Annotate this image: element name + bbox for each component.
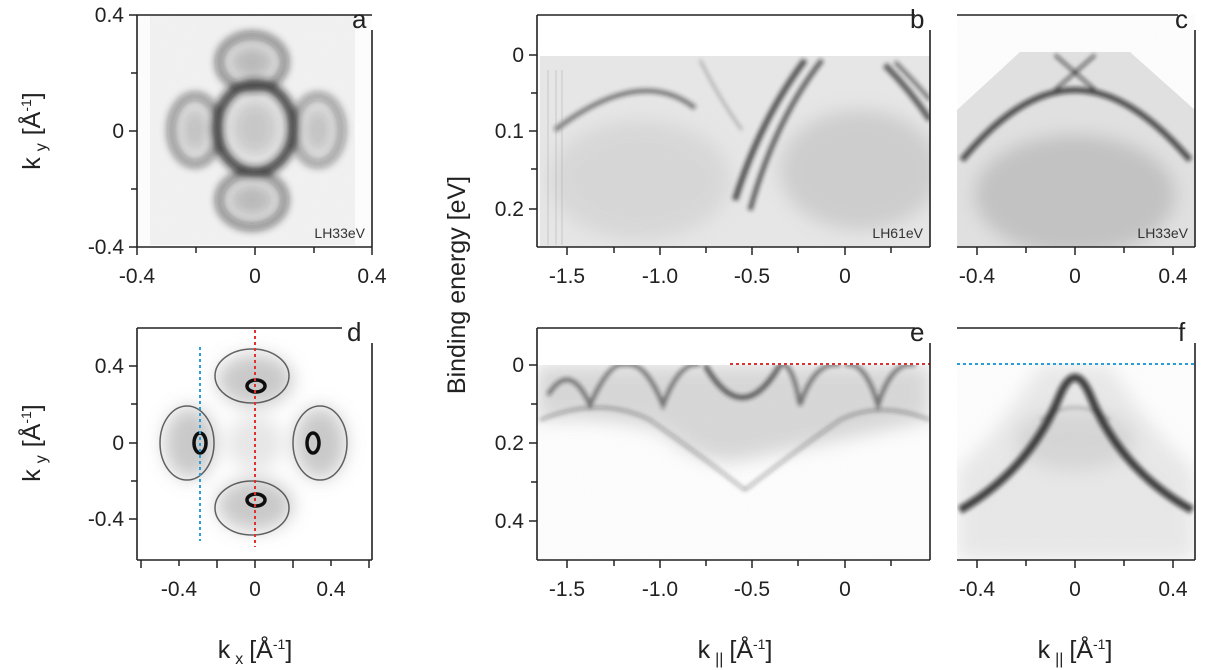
panel-e-ytick-2: 0.2: [495, 432, 524, 455]
panel-c-inset-label: LH33eV: [1137, 225, 1188, 241]
panel-a-ytick-1: 0.4: [95, 4, 125, 27]
panel-e-xtick-1: -1.5: [549, 578, 585, 601]
panel-c-image: [957, 15, 1195, 247]
bottom-kpar-label-right: k || [Å-1]: [1038, 634, 1113, 668]
panel-d-ytick-2: 0: [112, 432, 124, 455]
panel-e-xtick-2: -1.0: [642, 578, 678, 601]
panel-a-xtick-3: 0.4: [357, 265, 387, 288]
panel-b-xtick-3: -0.5: [734, 265, 770, 288]
panel-f-ticks: [976, 560, 1174, 568]
panel-d-image: [159, 330, 348, 547]
panel-c: -0.4 0 0.4 c LH33eV: [957, 4, 1196, 288]
panel-b-ytick-2: 0.1: [495, 120, 524, 143]
panel-a-ytick-3: -0.4: [88, 236, 125, 259]
panel-e-xtick-4: 0: [839, 578, 851, 601]
panel-e-ticks: [529, 364, 892, 568]
panel-f-xtick-1: -0.4: [959, 578, 996, 601]
panel-a-xtick-2: 0: [249, 265, 261, 288]
panel-d-ytick-1: 0.4: [95, 355, 125, 378]
panel-c-letter: c: [1175, 4, 1188, 34]
panel-c-xtick-2: 0: [1069, 265, 1081, 288]
panel-c-xtick-1: -0.4: [959, 265, 996, 288]
panel-b-ytick-1: 0: [512, 44, 524, 67]
bottom-kpar-label-middle: k || [Å-1]: [698, 634, 773, 668]
panel-e-ytick-1: 0: [512, 354, 524, 377]
bottom-kx-label: k x [Å-1]: [218, 634, 293, 668]
panel-a-ylabel: ky[Å-1]: [16, 92, 50, 170]
panel-e-xtick-3: -0.5: [734, 578, 770, 601]
panel-f-xtick-3: 0.4: [1158, 578, 1188, 601]
panel-b-xtick-1: -1.5: [549, 265, 585, 288]
panel-e: -1.5 -1.0 -0.5 0 0 0.2 0.4 e: [495, 317, 931, 601]
panel-a-ticks: [129, 14, 373, 255]
panel-c-ticks: [976, 247, 1174, 255]
panel-b-image: [537, 15, 930, 247]
panel-a-letter: a: [352, 4, 367, 34]
panel-a-image: [137, 15, 372, 247]
panel-d-ylabel: ky[Å-1]: [16, 404, 50, 482]
panel-a-xtick-1: -0.4: [119, 265, 156, 288]
panel-d-xtick-2: 0: [249, 578, 261, 601]
panel-b-ticks: [529, 54, 892, 255]
panel-e-image: [537, 328, 930, 560]
panel-e-ytick-3: 0.4: [495, 510, 525, 533]
shared-binding-energy-label: Binding energy [eV]: [443, 176, 471, 394]
panel-f-letter: f: [1178, 317, 1186, 347]
panel-e-letter: e: [910, 317, 924, 347]
panel-b-inset-label: LH61eV: [872, 225, 923, 241]
panel-b: -1.5 -1.0 -0.5 0 0 0.1 0.2 b LH61eV: [495, 4, 931, 288]
panel-c-xtick-3: 0.4: [1158, 265, 1188, 288]
panel-a-inset-label: LH33eV: [314, 225, 365, 241]
panel-b-letter: b: [910, 4, 924, 34]
panel-d-ticks: [129, 365, 370, 568]
panel-d-xtick-1: -0.4: [161, 578, 198, 601]
panel-b-xtick-2: -1.0: [642, 265, 678, 288]
panel-f: -0.4 0 0.4 f: [957, 317, 1196, 601]
panel-d: -0.4 0 0.4 0.4 0 -0.4 d ky[Å-1]: [16, 317, 373, 601]
panel-b-ytick-3: 0.2: [495, 198, 524, 221]
panel-f-image: [957, 328, 1195, 560]
panel-f-xtick-2: 0: [1069, 578, 1081, 601]
panel-b-xtick-4: 0: [839, 265, 851, 288]
panel-d-ytick-3: -0.4: [88, 508, 125, 531]
panel-a: -0.4 0 0.4 0.4 0 -0.4 a LH33eV ky[Å-1]: [16, 4, 387, 288]
panel-d-letter: d: [347, 317, 361, 347]
panel-a-ytick-2: 0: [112, 120, 124, 143]
panel-d-xtick-3: 0.4: [316, 578, 346, 601]
